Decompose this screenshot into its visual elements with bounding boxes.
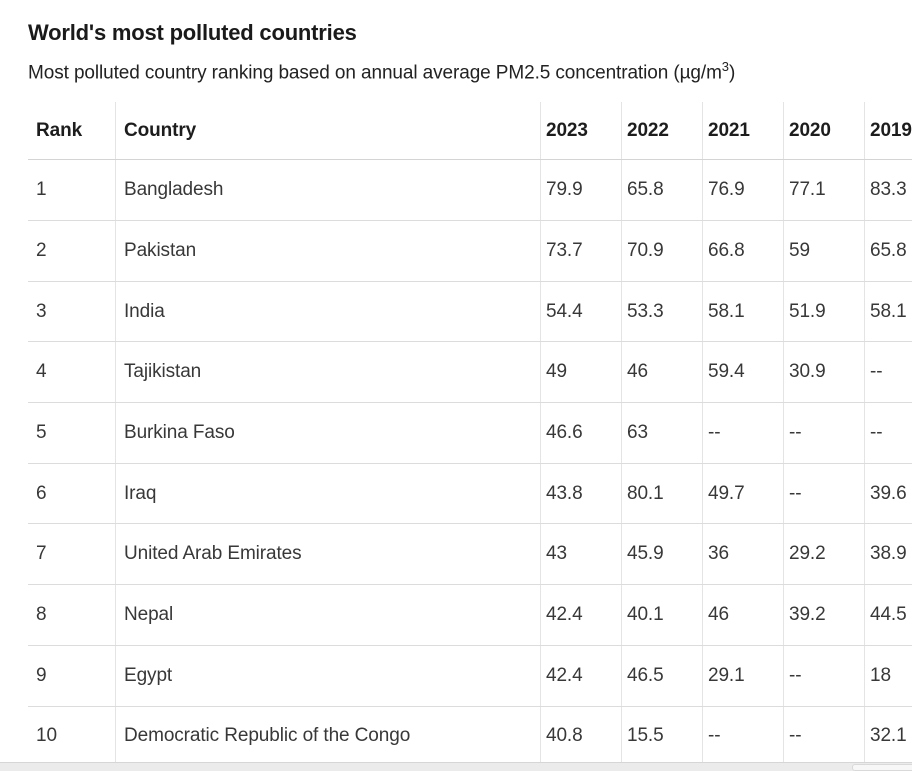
value-cell-2019: 83.3 (864, 159, 912, 222)
subtitle-text-close: ) (728, 62, 736, 84)
value-cell-2022: 46 (621, 341, 703, 404)
value-cell-2019: 38.9 (864, 523, 912, 586)
column-header-rank: Rank (28, 102, 116, 161)
rank-cell: 4 (28, 341, 116, 404)
value-cell-2019: 32.1 (864, 706, 912, 768)
value-cell-2022: 63 (621, 402, 703, 464)
table-row: 5 Burkina Faso 46.6 63 -- -- -- (28, 402, 912, 464)
table-row: 9 Egypt 42.4 46.5 29.1 -- 18 (28, 645, 912, 707)
column-header-2020: 2020 (783, 102, 865, 161)
value-cell-2023: 46.6 (540, 402, 622, 464)
value-cell-2020: -- (783, 706, 865, 768)
value-cell-2022: 80.1 (621, 463, 703, 525)
value-cell-2020: 39.2 (783, 584, 865, 646)
value-cell-2021: 36 (702, 523, 784, 586)
value-cell-2019: 44.5 (864, 584, 912, 646)
column-header-2022: 2022 (621, 102, 703, 161)
value-cell-2020: -- (783, 463, 865, 525)
rank-cell: 7 (28, 523, 116, 586)
country-cell: Iraq (115, 463, 541, 525)
value-cell-2023: 73.7 (540, 220, 622, 282)
value-cell-2021: 58.1 (702, 281, 784, 343)
table-row: 7 United Arab Emirates 43 45.9 36 29.2 3… (28, 523, 912, 586)
value-cell-2023: 42.4 (540, 645, 622, 707)
rank-cell: 9 (28, 645, 116, 707)
country-cell: Democratic Republic of the Congo (115, 706, 541, 768)
table-row: 3 India 54.4 53.3 58.1 51.9 58.1 (28, 281, 912, 343)
subtitle-text: Most polluted country ranking based on a… (28, 62, 722, 84)
rank-cell: 6 (28, 463, 116, 525)
column-header-2019: 2019 (864, 102, 912, 161)
polluted-countries-table: Rank Country 2023 2022 2021 2020 2019 1 … (28, 102, 912, 768)
value-cell-2023: 43 (540, 523, 622, 586)
rank-cell: 10 (28, 706, 116, 768)
rank-cell: 8 (28, 584, 116, 646)
table-body: 1 Bangladesh 79.9 65.8 76.9 77.1 83.3 2 … (28, 159, 912, 768)
value-cell-2019: -- (864, 402, 912, 464)
value-cell-2021: -- (702, 402, 784, 464)
country-cell: Egypt (115, 645, 541, 707)
value-cell-2021: 29.1 (702, 645, 784, 707)
country-cell: Nepal (115, 584, 541, 646)
value-cell-2023: 54.4 (540, 281, 622, 343)
value-cell-2020: -- (783, 402, 865, 464)
page-title: World's most polluted countries (28, 20, 357, 45)
value-cell-2023: 49 (540, 341, 622, 404)
table-row: 4 Tajikistan 49 46 59.4 30.9 -- (28, 341, 912, 404)
rank-cell: 2 (28, 220, 116, 282)
column-header-country: Country (115, 102, 541, 161)
country-cell: Pakistan (115, 220, 541, 282)
table-scroll-container[interactable]: Rank Country 2023 2022 2021 2020 2019 1 … (28, 102, 912, 768)
value-cell-2020: 29.2 (783, 523, 865, 586)
country-cell: Burkina Faso (115, 402, 541, 464)
value-cell-2022: 70.9 (621, 220, 703, 282)
table-row: 10 Democratic Republic of the Congo 40.8… (28, 706, 912, 768)
table-row: 2 Pakistan 73.7 70.9 66.8 59 65.8 (28, 220, 912, 282)
value-cell-2023: 40.8 (540, 706, 622, 768)
page-subtitle: Most polluted country ranking based on a… (28, 55, 912, 85)
scrollbar-thumb[interactable] (852, 764, 912, 771)
table-header-row: Rank Country 2023 2022 2021 2020 2019 (28, 102, 912, 161)
rank-cell: 5 (28, 402, 116, 464)
subtitle-superscript: 3 (721, 59, 729, 74)
value-cell-2019: -- (864, 341, 912, 404)
value-cell-2020: 51.9 (783, 281, 865, 343)
table-row: 1 Bangladesh 79.9 65.8 76.9 77.1 83.3 (28, 159, 912, 222)
value-cell-2021: 46 (702, 584, 784, 646)
value-cell-2022: 65.8 (621, 159, 703, 222)
value-cell-2019: 58.1 (864, 281, 912, 343)
value-cell-2023: 42.4 (540, 584, 622, 646)
value-cell-2023: 43.8 (540, 463, 622, 525)
value-cell-2020: 30.9 (783, 341, 865, 404)
value-cell-2022: 46.5 (621, 645, 703, 707)
column-header-2021: 2021 (702, 102, 784, 161)
rank-cell: 1 (28, 159, 116, 222)
country-cell: United Arab Emirates (115, 523, 541, 586)
country-cell: India (115, 281, 541, 343)
table-row: 6 Iraq 43.8 80.1 49.7 -- 39.6 (28, 463, 912, 525)
value-cell-2021: 76.9 (702, 159, 784, 222)
value-cell-2021: 66.8 (702, 220, 784, 282)
value-cell-2020: -- (783, 645, 865, 707)
value-cell-2022: 45.9 (621, 523, 703, 586)
value-cell-2020: 59 (783, 220, 865, 282)
value-cell-2019: 18 (864, 645, 912, 707)
value-cell-2023: 79.9 (540, 159, 622, 222)
value-cell-2021: -- (702, 706, 784, 768)
horizontal-scrollbar[interactable] (0, 762, 912, 771)
value-cell-2022: 40.1 (621, 584, 703, 646)
value-cell-2020: 77.1 (783, 159, 865, 222)
value-cell-2019: 39.6 (864, 463, 912, 525)
country-cell: Bangladesh (115, 159, 541, 222)
column-header-2023: 2023 (540, 102, 622, 161)
table-row: 8 Nepal 42.4 40.1 46 39.2 44.5 (28, 584, 912, 646)
value-cell-2019: 65.8 (864, 220, 912, 282)
value-cell-2022: 53.3 (621, 281, 703, 343)
rank-cell: 3 (28, 281, 116, 343)
country-cell: Tajikistan (115, 341, 541, 404)
value-cell-2021: 59.4 (702, 341, 784, 404)
value-cell-2022: 15.5 (621, 706, 703, 768)
value-cell-2021: 49.7 (702, 463, 784, 525)
